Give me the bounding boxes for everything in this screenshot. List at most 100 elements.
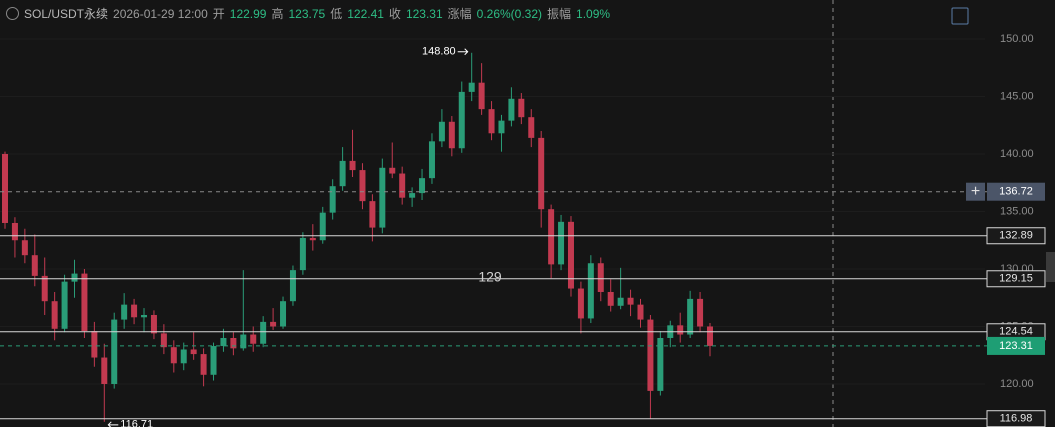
candle-body [210, 346, 217, 375]
open-label: 开 [212, 7, 225, 21]
y-tick-label: 150.00 [1000, 33, 1034, 45]
candle-body [101, 357, 108, 384]
candle-body [11, 222, 18, 241]
amplitude-value: 1.09% [576, 6, 611, 21]
candle-body [558, 221, 565, 265]
candle-body [567, 221, 574, 289]
candle-body [190, 349, 197, 355]
price-line-label: 124.54 [999, 326, 1033, 338]
candle-body [657, 337, 664, 391]
candle-body [478, 82, 485, 110]
axis-handle[interactable] [1046, 252, 1055, 282]
open-value: 122.99 [229, 6, 267, 21]
high-label: 高 [271, 7, 284, 21]
candle-body [488, 109, 495, 134]
candle-body [528, 117, 535, 138]
candle-body [707, 326, 713, 346]
y-tick-label: 140.00 [1000, 148, 1034, 160]
candle-body [250, 334, 257, 344]
candle-body [508, 98, 515, 121]
candle-body [359, 170, 366, 202]
max-label: 148.80 [422, 46, 456, 58]
candle-body [61, 281, 68, 329]
candle-body [677, 325, 684, 335]
candle-body [111, 319, 118, 384]
amplitude-label: 振幅 [547, 7, 572, 21]
low-value: 122.41 [347, 6, 384, 21]
candle-body [389, 167, 396, 174]
crosshair-label-box [987, 182, 1045, 201]
candle-body [458, 91, 465, 149]
candle-body [468, 82, 475, 92]
crosshair-add-button[interactable] [966, 182, 985, 201]
candle-body [170, 347, 177, 364]
price-line-label: 132.89 [999, 230, 1033, 242]
time: 2026-01-29 12:00 [113, 6, 208, 21]
low-label: 低 [330, 7, 343, 21]
high-value: 123.75 [288, 6, 326, 21]
candle-body [369, 201, 376, 228]
candle-body [31, 255, 38, 276]
price-axis [985, 0, 1055, 427]
candle-body [597, 263, 604, 292]
candle-body [339, 160, 346, 187]
candle-body [548, 209, 555, 265]
candle-body [160, 333, 167, 348]
candle-body [498, 120, 505, 134]
candle-body [81, 273, 88, 332]
candle-body [71, 273, 78, 282]
crosshair-label: 136.72 [999, 186, 1033, 198]
change-value: 0.26%(0.32) [476, 6, 543, 21]
candle-body [419, 178, 426, 194]
candle-body [448, 121, 455, 149]
candle-body [299, 237, 306, 271]
candle-body [280, 301, 287, 327]
last-price-label: 123.31 [999, 340, 1033, 352]
candle-body [150, 314, 157, 334]
max-arrow [457, 48, 469, 56]
price-line-label-box [986, 227, 1046, 245]
collapse-icon[interactable] [6, 7, 19, 20]
candle-body [587, 263, 594, 319]
candle-body [21, 240, 28, 256]
candle-body [260, 321, 267, 344]
candle-body [230, 337, 237, 349]
candle-body [51, 301, 58, 329]
candle-body [379, 167, 386, 228]
candle-body [687, 298, 694, 335]
fullscreen-icon[interactable] [951, 7, 969, 25]
candle-body [220, 337, 227, 347]
last-price-box [987, 336, 1045, 355]
symbol: SOL/USDT永续 [24, 7, 109, 21]
candle-body [41, 275, 48, 302]
candle-body [180, 349, 187, 364]
price-line-label: 129.15 [999, 273, 1033, 285]
candle-body [141, 314, 148, 318]
candle-body [538, 137, 545, 210]
price-line-label-box [986, 270, 1046, 288]
crosshair-add-icon: + [971, 183, 980, 200]
candle-body [399, 173, 406, 198]
candle-body [577, 288, 584, 319]
candle-body [240, 334, 247, 349]
center-text: 129 [478, 269, 502, 285]
close-label: 收 [388, 7, 401, 21]
candle-body [647, 319, 654, 391]
candle-body [697, 298, 704, 327]
candle-body [289, 270, 296, 302]
close-value: 123.31 [405, 6, 443, 21]
candle-body [637, 304, 644, 320]
candle-body [349, 160, 356, 171]
candle-body [319, 212, 326, 241]
candle-body [270, 321, 277, 327]
price-line-label: 116.98 [1000, 413, 1033, 425]
candle-body [309, 237, 316, 241]
candle-body [428, 141, 435, 179]
candle-body [2, 153, 8, 223]
candle-body [438, 121, 445, 142]
candle-body [518, 98, 525, 118]
change-label: 涨幅 [447, 7, 472, 21]
y-tick-label: 120.00 [1000, 378, 1034, 390]
